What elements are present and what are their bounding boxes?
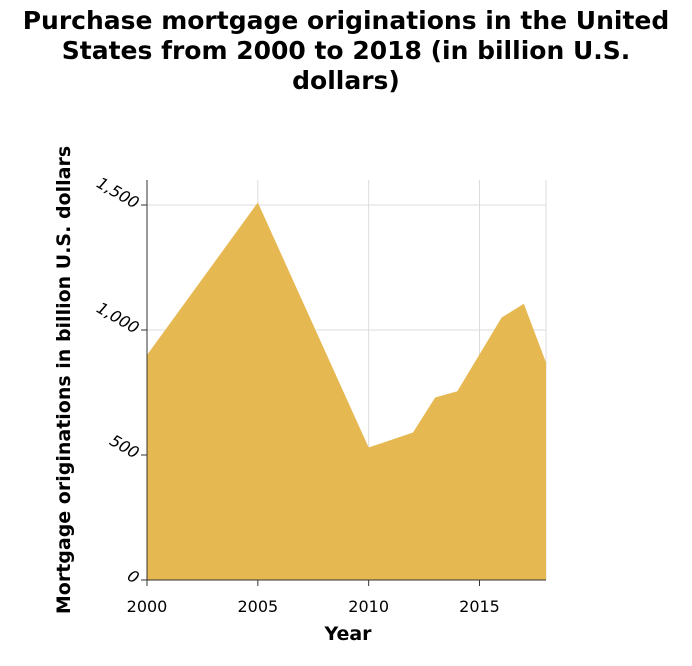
axis-layer: [141, 180, 546, 586]
area-layer: [147, 202, 546, 580]
x-tick-label-1: 2005: [237, 597, 278, 616]
chart-title: Purchase mortgage originations in the Un…: [0, 6, 692, 96]
y-tick-label-3: 1,500: [93, 173, 142, 212]
y-tick-label-2: 1,000: [93, 298, 142, 337]
y-axis-label: Mortgage originations in billion U.S. do…: [53, 146, 75, 614]
x-axis-label: Year: [323, 623, 372, 645]
area-series: [147, 202, 546, 580]
chart-title-line-3: dollars): [292, 66, 400, 95]
y-tick-label-0: 0: [124, 566, 142, 588]
x-tick-label-2: 2010: [348, 597, 389, 616]
y-tick-label-1: 500: [107, 431, 143, 463]
x-tick-label-3: 2015: [459, 597, 500, 616]
chart-title-line-1: Purchase mortgage originations in the Un…: [22, 6, 670, 35]
x-tick-label-0: 2000: [127, 597, 168, 616]
chart-title-line-2: States from 2000 to 2018 (in billion U.S…: [61, 36, 631, 65]
